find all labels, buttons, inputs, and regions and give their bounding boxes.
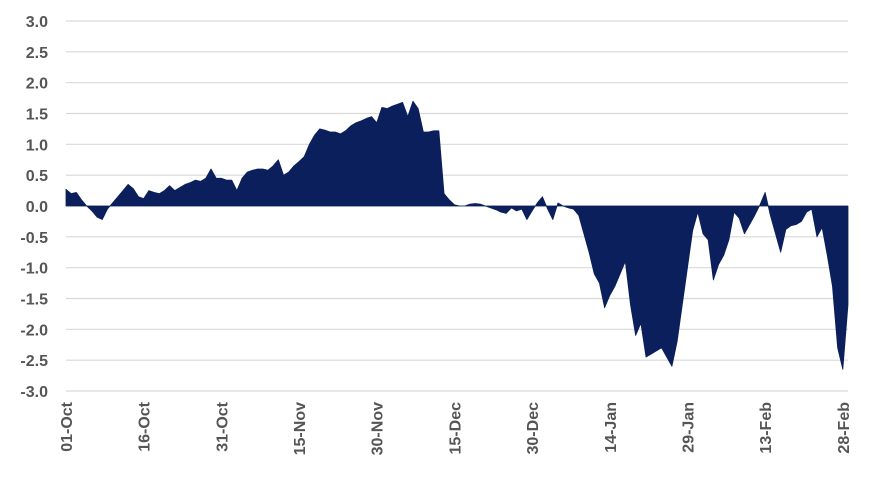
y-tick-label: -0.5 [20,230,48,247]
x-tick-label: 31-Oct [214,401,231,451]
x-tick-label: 28-Feb [836,402,853,454]
x-tick-label: 13-Feb [758,402,775,454]
y-tick-label: 2.0 [26,76,48,93]
x-tick-label: 30-Nov [370,402,387,455]
y-tick-label: -3.0 [20,384,48,401]
x-tick-label: 29-Jan [680,402,697,453]
x-tick-label: 15-Dec [447,402,464,455]
y-tick-label: 1.5 [26,107,48,124]
area-series [65,100,849,370]
y-tick-label: 3.0 [26,14,48,31]
x-tick-label: 15-Nov [292,402,309,455]
x-axis-tick-labels: 01-Oct 16-Oct 31-Oct 15-Nov 30-Nov 15-Dec 30-D… [59,401,853,455]
x-tick-label: 01-Oct [59,401,76,451]
y-axis-tick-labels: 3.0 2.5 2.0 1.5 1.0 0.5 0.0 -0.5 -1.0 -1.5 -2.0 -2.… [20,14,48,401]
y-tick-label: 2.5 [26,45,48,62]
y-tick-label: -1.5 [20,292,48,309]
series-area [65,100,849,370]
y-tick-label: -2.0 [20,322,48,339]
y-tick-label: 1.0 [26,137,48,154]
x-tick-label: 30-Dec [525,402,542,455]
y-tick-label: 0.0 [26,199,48,216]
gridlines [66,20,848,392]
x-tick-label: 14-Jan [603,402,620,453]
x-tick-label: 16-Oct [137,401,154,451]
y-tick-label: -1.0 [20,261,48,278]
y-tick-label: 0.5 [26,168,48,185]
y-tick-label: -2.5 [20,353,48,370]
